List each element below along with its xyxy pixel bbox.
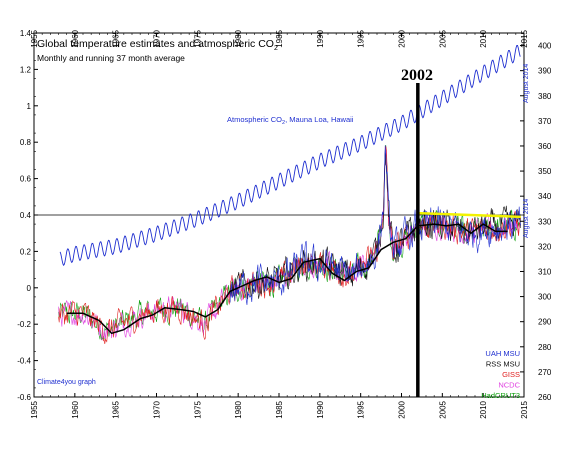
y-left-tick-label: -0.4 — [17, 357, 31, 366]
x-tick-label-top: 1995 — [357, 29, 366, 47]
y-left-tick-label: 0 — [27, 284, 32, 293]
x-tick-label-bottom: 2010 — [479, 400, 488, 418]
y-left-tick-label: 0.6 — [20, 175, 32, 184]
temp-series-ncdc — [58, 146, 521, 341]
legend-entry: HadCRUT3 — [481, 391, 520, 400]
x-tick-label-top: 2005 — [438, 29, 447, 47]
x-tick-label-bottom: 1970 — [153, 400, 162, 418]
temp-end-label: August 2014 — [523, 199, 530, 238]
legend-entry: NCDC — [498, 381, 520, 390]
y-right-tick-label: 320 — [538, 242, 552, 251]
x-tick-label-top: 1965 — [112, 29, 121, 47]
source-note: Climate4you graph — [37, 379, 96, 386]
x-tick-label-bottom: 1975 — [193, 400, 202, 418]
y-right-tick-label: 310 — [538, 267, 552, 276]
x-tick-label-top: 1970 — [153, 29, 162, 47]
running-average-line — [66, 223, 508, 335]
chart-subtitle: Monthly and running 37 month average — [37, 53, 185, 63]
y-left-tick-label: 1.4 — [20, 29, 32, 38]
temp-series-uah — [229, 145, 521, 305]
y-left-tick-label: 1 — [27, 102, 32, 111]
co2-end-label: August 2014 — [523, 64, 530, 103]
y-left-tick-label: 0.4 — [20, 211, 32, 220]
co2-series-label: Atmospheric CO2, Mauna Loa, Hawaii — [227, 115, 354, 126]
x-tick-label-bottom: 1985 — [275, 400, 284, 418]
y-right-tick-label: 380 — [538, 92, 552, 101]
chart-title-main: Global temperature estimates and atmosph… — [37, 38, 274, 50]
plateau-line — [417, 211, 521, 219]
x-tick-label-top: 2015 — [520, 29, 529, 47]
y-right-tick-label: 390 — [538, 67, 552, 76]
x-tick-label-top: 1980 — [234, 29, 243, 47]
x-tick-label-top: 1985 — [275, 29, 284, 47]
temp-series-hadcrut — [58, 145, 521, 341]
x-tick-label-top: 1960 — [71, 29, 80, 47]
chart-title-sub: 2 — [274, 45, 278, 52]
y-right-tick-label: 360 — [538, 142, 552, 151]
y-right-tick-label: 350 — [538, 167, 552, 176]
y-left-tick-label: -0.2 — [17, 320, 31, 329]
co2-label-main: Atmospheric CO — [227, 115, 282, 124]
marker-year-label: 2002 — [401, 67, 433, 84]
x-tick-label-bottom: 1965 — [112, 400, 121, 418]
y-right-tick-label: 400 — [538, 42, 552, 51]
chart-title-group: Global temperature estimates and atmosph… — [37, 38, 278, 63]
y-right-tick-label: 260 — [538, 393, 552, 402]
y-right-tick-label: 290 — [538, 318, 552, 327]
x-tick-label-bottom: 2005 — [438, 400, 447, 418]
x-tick-label-bottom: 1990 — [316, 400, 325, 418]
co2-label-rest: , Mauna Loa, Hawaii — [285, 115, 354, 124]
co2-series-line — [59, 45, 521, 266]
y-right-tick-label: 270 — [538, 368, 552, 377]
y-right-tick-label: 330 — [538, 217, 552, 226]
x-tick-label-top: 1990 — [316, 29, 325, 47]
legend-entry: UAH MSU — [485, 349, 520, 358]
y-left-tick-label: 1.2 — [20, 65, 32, 74]
y-left-tick-label: 0.8 — [20, 138, 32, 147]
legend-entry: RSS MSU — [486, 360, 520, 369]
y-right-tick-label: 280 — [538, 343, 552, 352]
x-tick-label-top: 2000 — [398, 29, 407, 47]
y-right-tick-label: 340 — [538, 192, 552, 201]
x-tick-label-bottom: 1980 — [234, 400, 243, 418]
y-right-tick-label: 300 — [538, 293, 552, 302]
y-left-tick-label: 0.2 — [20, 247, 32, 256]
x-tick-label-top: 1955 — [30, 29, 39, 47]
x-tick-label-bottom: 2000 — [398, 400, 407, 418]
x-tick-label-top: 2010 — [479, 29, 488, 47]
x-tick-label-bottom: 1955 — [30, 400, 39, 418]
co2-label-sub: 2 — [282, 120, 285, 126]
x-tick-label-bottom: 1995 — [357, 400, 366, 418]
y-left-tick-label: -0.6 — [17, 393, 31, 402]
legend-entry: GISS — [502, 370, 520, 379]
x-tick-label-top: 1975 — [193, 29, 202, 47]
y-right-tick-label: 370 — [538, 117, 552, 126]
chart-title: Global temperature estimates and atmosph… — [37, 38, 278, 52]
x-tick-label-bottom: 1960 — [71, 400, 80, 418]
x-tick-label-bottom: 2015 — [520, 400, 529, 418]
